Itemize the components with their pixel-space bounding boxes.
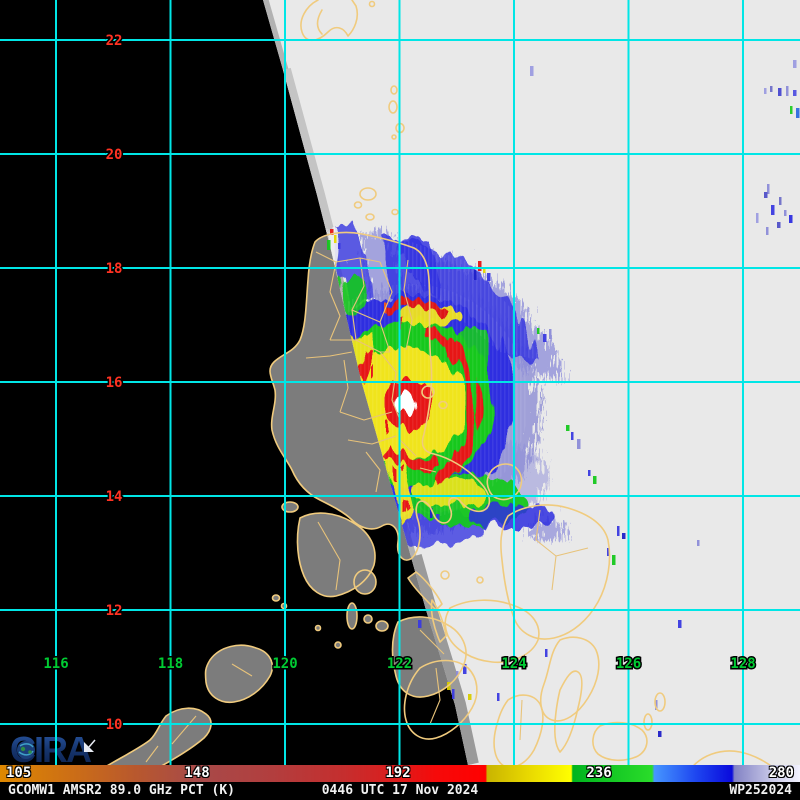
echo-speckle — [487, 273, 491, 281]
echo-speckle — [764, 192, 768, 198]
echo-speckle — [767, 184, 770, 194]
echo-speckle — [622, 533, 626, 539]
colorbar-label-236: 236 — [586, 765, 612, 781]
lat-label-22: 22 — [106, 33, 123, 49]
echo-speckle — [418, 620, 422, 628]
echo-speckle — [697, 540, 700, 546]
echo-speckle — [764, 88, 767, 94]
echo-speckle — [793, 60, 797, 68]
lat-label-18: 18 — [106, 261, 123, 277]
echo-speckle — [474, 270, 477, 280]
echo-speckle — [334, 235, 337, 243]
echo-speckle — [793, 90, 797, 96]
lat-label-14: 14 — [106, 489, 123, 505]
echo-speckle — [756, 213, 759, 223]
echo-speckle — [617, 526, 620, 536]
echo-speckle — [436, 514, 440, 520]
coastline-layer — [106, 0, 771, 765]
map-canvas: CIRA 22 20 18 16 14 12 10 116 118 120 122 124 126 128 — [0, 0, 800, 765]
lon-label-124: 124 — [501, 656, 526, 672]
echo-speckle — [778, 88, 782, 96]
echo-speckle — [468, 694, 472, 700]
echo-speckle — [658, 731, 662, 737]
lon-label-122: 122 — [387, 656, 412, 672]
echo-speckle — [593, 476, 597, 484]
datetime-label: 0446 UTC 17 Nov 2024 — [321, 783, 479, 798]
echo-speckle — [543, 334, 547, 342]
lon-label-118: 118 — [158, 656, 183, 672]
echo-speckle — [483, 267, 486, 273]
province-borders — [145, 251, 589, 763]
product-label: GCOMW1 AMSR2 89.0 GHz PCT (K) — [8, 783, 235, 798]
echo-speckle — [770, 86, 773, 92]
colorbar-label-148: 148 — [184, 765, 210, 781]
echo-speckle — [771, 205, 775, 215]
echo-speckle — [779, 197, 782, 205]
lat-label-10: 10 — [106, 717, 123, 733]
lat-label-12: 12 — [106, 603, 123, 619]
lon-label-126: 126 — [616, 656, 641, 672]
echo-speckle — [789, 215, 793, 223]
echo-speckle — [588, 470, 591, 476]
echo-speckle — [463, 664, 467, 674]
echo-speckle — [327, 240, 331, 250]
echo-speckle — [766, 227, 769, 235]
colorbar-label-192: 192 — [385, 765, 411, 781]
echo-speckle — [456, 671, 459, 677]
colorbar-label-280: 280 — [768, 765, 794, 781]
cira-logo: CIRA — [10, 729, 96, 765]
echo-speckle — [655, 700, 658, 710]
echo-speckle — [478, 261, 482, 271]
echo-speckle — [796, 108, 800, 118]
echo-speckle — [777, 222, 781, 228]
lat-label-16: 16 — [106, 375, 123, 391]
echo-speckle — [577, 439, 581, 449]
storm-id-label: WP252024 — [729, 783, 792, 798]
echo-speckle — [530, 66, 534, 76]
echo-speckle — [549, 329, 552, 339]
echo-speckle — [678, 620, 682, 628]
colorbar: 105 148 192 236 280 — [0, 765, 800, 782]
echo-speckle — [338, 243, 341, 249]
echo-speckle — [612, 555, 616, 565]
echo-speckle — [497, 693, 500, 701]
latlon-grid-labels: 22 20 18 16 14 12 10 116 118 120 122 124 126 128 — [42, 32, 757, 735]
latlon-grid — [0, 0, 800, 765]
lon-label-120: 120 — [272, 656, 297, 672]
lon-label-128: 128 — [730, 656, 755, 672]
colorbar-label-105: 105 — [6, 765, 32, 781]
status-bar: GCOMW1 AMSR2 89.0 GHz PCT (K) 0446 UTC 1… — [0, 782, 800, 800]
echo-speckle — [786, 86, 789, 96]
echo-speckle — [784, 210, 787, 216]
echo-speckle — [790, 106, 793, 114]
echo-speckle — [607, 548, 610, 556]
echo-speckle — [430, 508, 433, 518]
echo-speckle — [571, 432, 574, 440]
lon-label-116: 116 — [43, 656, 68, 672]
lat-label-20: 20 — [106, 147, 123, 163]
echo-speckle — [330, 229, 334, 235]
echo-speckle — [545, 649, 548, 657]
echo-speckle — [537, 328, 540, 334]
echo-speckle — [566, 425, 570, 431]
echo-speckle — [452, 689, 455, 699]
